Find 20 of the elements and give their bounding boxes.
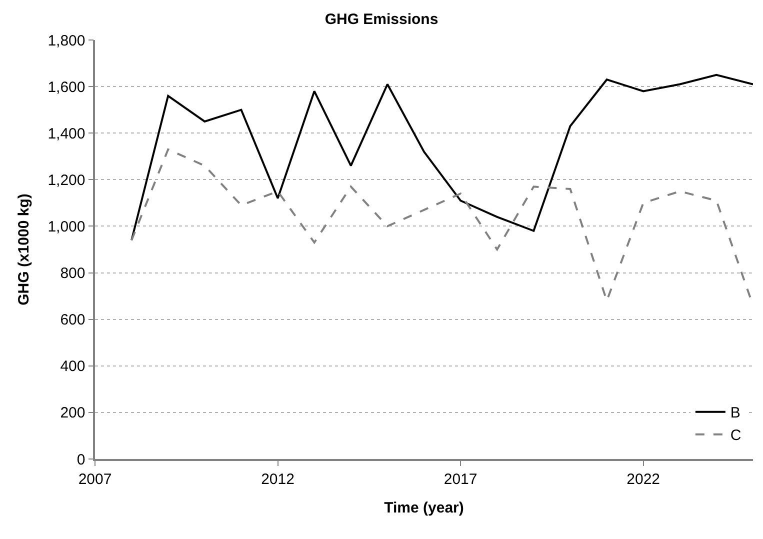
y-tick-label: 400 xyxy=(60,358,86,376)
y-tick-label: 1,400 xyxy=(48,125,86,142)
y-tick-label: 1,000 xyxy=(48,218,86,236)
y-tick-label: 800 xyxy=(60,265,86,282)
x-axis-title: Time (year) xyxy=(384,499,464,516)
y-tick-label: 1,600 xyxy=(48,78,86,96)
line-series xyxy=(130,74,753,242)
y-tick-label: 600 xyxy=(60,312,86,329)
x-tick-label: 2007 xyxy=(78,470,112,488)
y-tick-label: 1,800 xyxy=(48,32,86,50)
legend-label: B xyxy=(730,404,740,422)
chart-title: GHG Emissions xyxy=(324,10,438,28)
x-tick-label: 2017 xyxy=(444,470,478,488)
x-tick-label: 2022 xyxy=(626,470,660,488)
y-tick-label: 0 xyxy=(76,451,86,468)
y-tick-label: 200 xyxy=(60,404,86,422)
x-tick-label: 2012 xyxy=(261,470,294,488)
legend-label: C xyxy=(730,427,742,444)
y-tick-label: 1,200 xyxy=(48,172,86,189)
y-axis-title: GHG (x1000 kg) xyxy=(15,194,32,306)
